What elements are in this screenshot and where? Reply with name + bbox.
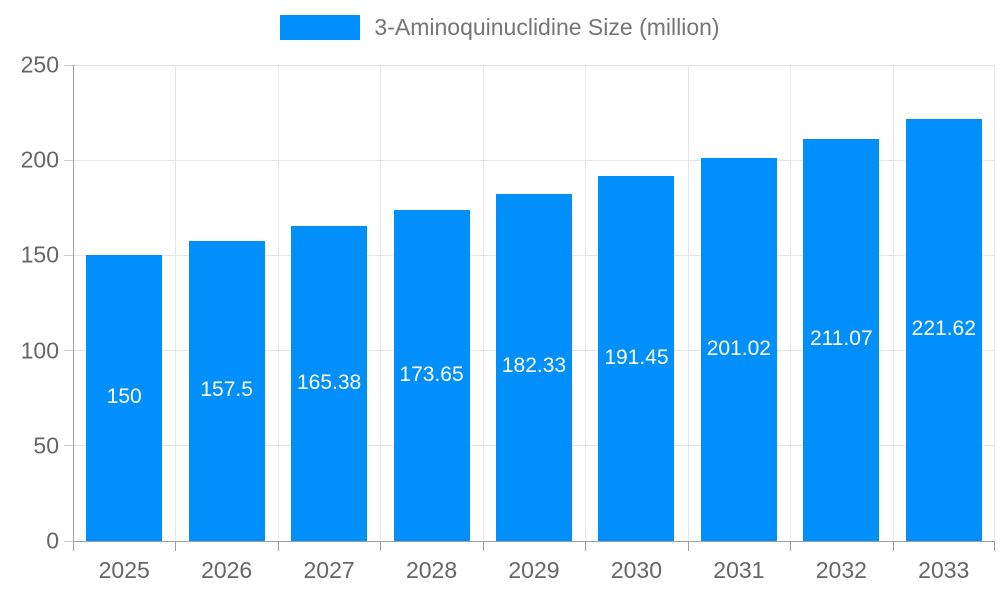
y-axis-tick <box>64 540 73 542</box>
legend-swatch <box>280 15 361 40</box>
y-axis-tick <box>64 350 73 352</box>
bar[interactable] <box>700 158 777 541</box>
legend-label: 3-Aminoquinuclidine Size (million) <box>374 14 720 40</box>
gridline-v <box>482 65 484 541</box>
x-axis-line <box>73 541 995 542</box>
y-axis-tick <box>64 159 73 161</box>
y-tick-label: 0 <box>46 527 59 554</box>
gridline-v <box>277 65 279 541</box>
bar[interactable] <box>496 193 572 541</box>
y-axis-line <box>73 65 74 550</box>
gridline-v <box>789 65 791 541</box>
y-tick-label: 50 <box>33 432 59 459</box>
x-axis-tick <box>993 542 995 551</box>
y-tick-label: 150 <box>20 241 59 268</box>
x-axis-tick <box>379 542 381 551</box>
y-axis-tick <box>64 254 73 256</box>
x-axis-tick <box>72 542 74 551</box>
x-tick-label: 2029 <box>508 557 560 583</box>
gridline-v <box>379 65 381 541</box>
x-tick-label: 2032 <box>815 557 867 583</box>
y-tick-label: 200 <box>20 146 59 173</box>
x-axis-tick <box>174 542 176 551</box>
gridline-h <box>73 64 995 66</box>
x-tick-label: 2026 <box>201 557 253 583</box>
bar[interactable] <box>393 210 470 541</box>
x-axis-tick <box>687 542 689 551</box>
gridline-v <box>174 65 176 541</box>
x-tick-label: 2027 <box>303 557 355 583</box>
bar[interactable] <box>291 226 368 541</box>
plot-area: 0 50 100 150 200 250 150 2025 157.5 2026 165.38 202… <box>21 52 995 583</box>
x-axis-tick <box>277 542 279 551</box>
x-axis-tick <box>892 542 894 551</box>
gridline-v <box>993 65 995 541</box>
gridline-v <box>687 65 689 541</box>
x-tick-label: 2028 <box>405 557 458 583</box>
y-axis-tick <box>64 64 73 66</box>
bar[interactable] <box>598 176 675 541</box>
gridline-v <box>584 65 586 541</box>
x-tick-label: 2025 <box>98 557 150 583</box>
y-tick-label: 100 <box>20 337 59 364</box>
y-axis-tick <box>64 445 73 447</box>
x-tick-label: 2031 <box>713 557 765 583</box>
gridline-h <box>73 159 995 161</box>
bar[interactable] <box>905 119 982 541</box>
y-tick-label: 250 <box>20 51 59 78</box>
x-axis-tick <box>789 542 791 551</box>
bar[interactable] <box>188 241 265 541</box>
legend-item[interactable]: 3-Aminoquinuclidine Size (million) <box>0 14 1000 41</box>
x-axis-tick <box>482 542 484 551</box>
bar[interactable] <box>803 139 880 541</box>
x-tick-label: 2030 <box>610 557 663 583</box>
x-axis-tick <box>584 542 586 551</box>
gridline-v <box>892 65 894 541</box>
x-tick-label: 2033 <box>918 557 970 583</box>
bar[interactable] <box>86 255 163 541</box>
